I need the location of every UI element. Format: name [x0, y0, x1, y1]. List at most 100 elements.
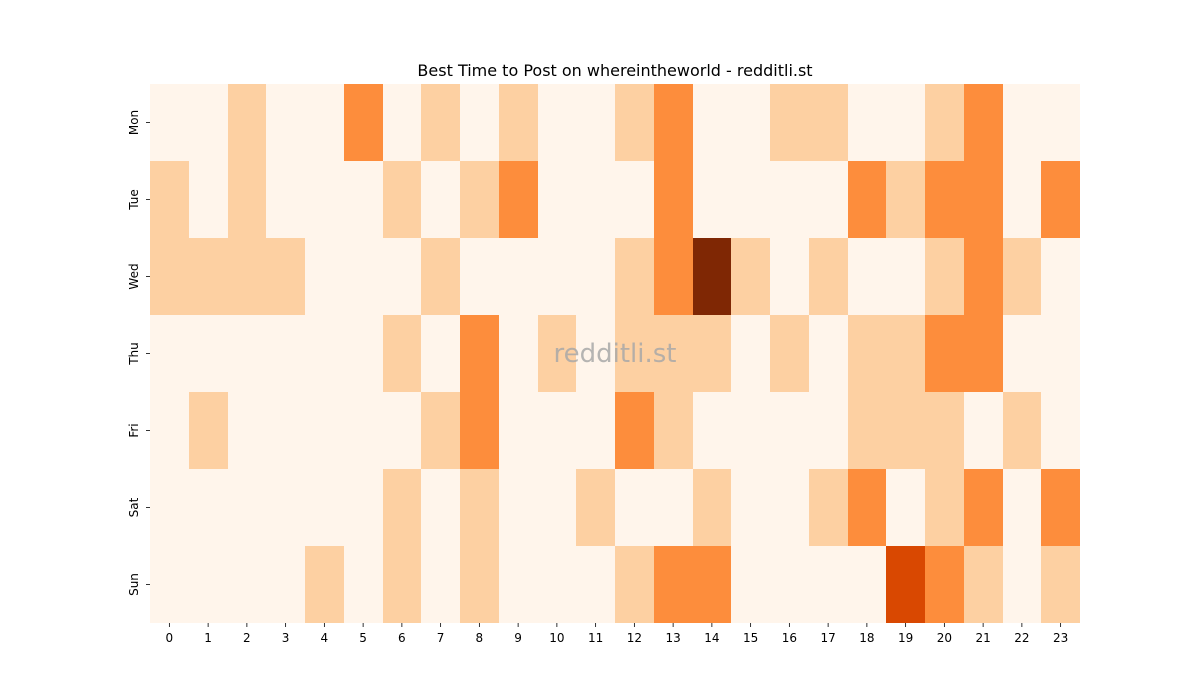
heatmap-cell-sun-11	[576, 546, 615, 623]
heatmap-cell-thu-10	[538, 315, 576, 392]
heatmap-cell-sat-5	[344, 469, 383, 546]
heatmap-cell-sun-5	[344, 546, 383, 623]
heatmap-cell-mon-10	[538, 84, 576, 161]
heatmap-cell-fri-13	[654, 392, 693, 469]
heatmap-cell-fri-11	[576, 392, 615, 469]
heatmap-cell-thu-17	[809, 315, 848, 392]
heatmap-cell-sun-1	[189, 546, 228, 623]
heatmap-cell-mon-11	[576, 84, 615, 161]
heatmap-cell-wed-13	[654, 238, 693, 315]
heatmap-cell-wed-1	[189, 238, 228, 315]
heatmap-cell-thu-19	[886, 315, 925, 392]
heatmap-cell-sun-21	[964, 546, 1003, 623]
y-tick-label: Thu	[127, 342, 141, 366]
y-tick-label: Mon	[127, 110, 141, 135]
heatmap-cell-sat-21	[964, 469, 1003, 546]
heatmap-cell-mon-14	[693, 84, 731, 161]
heatmap-cell-sat-1	[189, 469, 228, 546]
heatmap-cell-fri-20	[925, 392, 964, 469]
heatmap-cell-sun-12	[615, 546, 654, 623]
heatmap-cell-sun-13	[654, 546, 693, 623]
heatmap-cell-mon-17	[809, 84, 848, 161]
heatmap-cell-thu-16	[770, 315, 809, 392]
heatmap-cell-thu-12	[615, 315, 654, 392]
heatmap-cell-sat-7	[421, 469, 460, 546]
heatmap-cell-tue-19	[886, 161, 925, 238]
heatmap-cell-wed-5	[344, 238, 383, 315]
heatmap-cell-wed-4	[305, 238, 344, 315]
heatmap-cell-fri-18	[848, 392, 886, 469]
heatmap-cell-mon-2	[228, 84, 266, 161]
x-tick-label: 4	[321, 631, 329, 645]
heatmap-cell-thu-15	[731, 315, 770, 392]
heatmap-cell-sat-10	[538, 469, 576, 546]
heatmap-cell-sun-3	[266, 546, 305, 623]
heatmap-cell-sun-16	[770, 546, 809, 623]
x-tick-label: 13	[665, 631, 680, 645]
y-tick-label: Wed	[127, 263, 141, 289]
heatmap-cell-wed-17	[809, 238, 848, 315]
heatmap-cell-sat-17	[809, 469, 848, 546]
x-tick-label: 7	[437, 631, 445, 645]
x-tick-label: 22	[1014, 631, 1029, 645]
heatmap-cell-mon-8	[460, 84, 499, 161]
heatmap-cell-tue-14	[693, 161, 731, 238]
heatmap-cell-thu-21	[964, 315, 1003, 392]
heatmap-cell-fri-14	[693, 392, 731, 469]
heatmap-cell-tue-3	[266, 161, 305, 238]
heatmap-cell-fri-22	[1003, 392, 1041, 469]
heatmap-cell-wed-18	[848, 238, 886, 315]
heatmap-cell-fri-19	[886, 392, 925, 469]
y-tick-label: Tue	[127, 189, 141, 211]
heatmap-cell-sat-20	[925, 469, 964, 546]
heatmap-cell-sat-12	[615, 469, 654, 546]
heatmap-cell-fri-2	[228, 392, 266, 469]
heatmap-cell-mon-5	[344, 84, 383, 161]
x-tick-label: 0	[166, 631, 174, 645]
heatmap-cell-mon-15	[731, 84, 770, 161]
x-tick-label: 2	[243, 631, 251, 645]
heatmap-cell-thu-22	[1003, 315, 1041, 392]
x-tick-label: 5	[359, 631, 367, 645]
chart-title: Best Time to Post on whereintheworld - r…	[417, 61, 812, 80]
heatmap-cell-thu-14	[693, 315, 731, 392]
heatmap-cell-wed-3	[266, 238, 305, 315]
heatmap-cell-wed-20	[925, 238, 964, 315]
heatmap-cell-sat-22	[1003, 469, 1041, 546]
x-tick-label: 6	[398, 631, 406, 645]
heatmap-cell-wed-12	[615, 238, 654, 315]
heatmap-cell-fri-21	[964, 392, 1003, 469]
heatmap-cell-fri-4	[305, 392, 344, 469]
heatmap-cell-thu-9	[499, 315, 538, 392]
heatmap-cell-fri-17	[809, 392, 848, 469]
heatmap-cell-sat-16	[770, 469, 809, 546]
heatmap-cell-tue-20	[925, 161, 964, 238]
heatmap-cell-sat-0	[150, 469, 189, 546]
heatmap-cell-sun-18	[848, 546, 886, 623]
heatmap-cell-sun-20	[925, 546, 964, 623]
heatmap-cell-mon-23	[1041, 84, 1080, 161]
heatmap-cell-wed-23	[1041, 238, 1080, 315]
heatmap-cell-fri-9	[499, 392, 538, 469]
x-tick-label: 20	[937, 631, 952, 645]
y-tick-label: Fri	[127, 423, 141, 437]
heatmap-cell-tue-17	[809, 161, 848, 238]
heatmap-cell-tue-2	[228, 161, 266, 238]
heatmap-cell-mon-4	[305, 84, 344, 161]
heatmap-cell-wed-8	[460, 238, 499, 315]
heatmap-cell-thu-4	[305, 315, 344, 392]
heatmap-cell-sat-15	[731, 469, 770, 546]
x-tick-label: 21	[975, 631, 990, 645]
x-tick-label: 10	[549, 631, 564, 645]
heatmap-cell-sat-13	[654, 469, 693, 546]
heatmap-cell-tue-21	[964, 161, 1003, 238]
x-tick-label: 8	[476, 631, 484, 645]
heatmap-cell-fri-6	[383, 392, 421, 469]
heatmap-cell-sat-9	[499, 469, 538, 546]
x-tick-label: 15	[743, 631, 758, 645]
heatmap-cell-sun-4	[305, 546, 344, 623]
heatmap-cell-mon-16	[770, 84, 809, 161]
y-tick-label: Sat	[127, 497, 141, 517]
heatmap-cell-tue-7	[421, 161, 460, 238]
heatmap-cell-tue-18	[848, 161, 886, 238]
